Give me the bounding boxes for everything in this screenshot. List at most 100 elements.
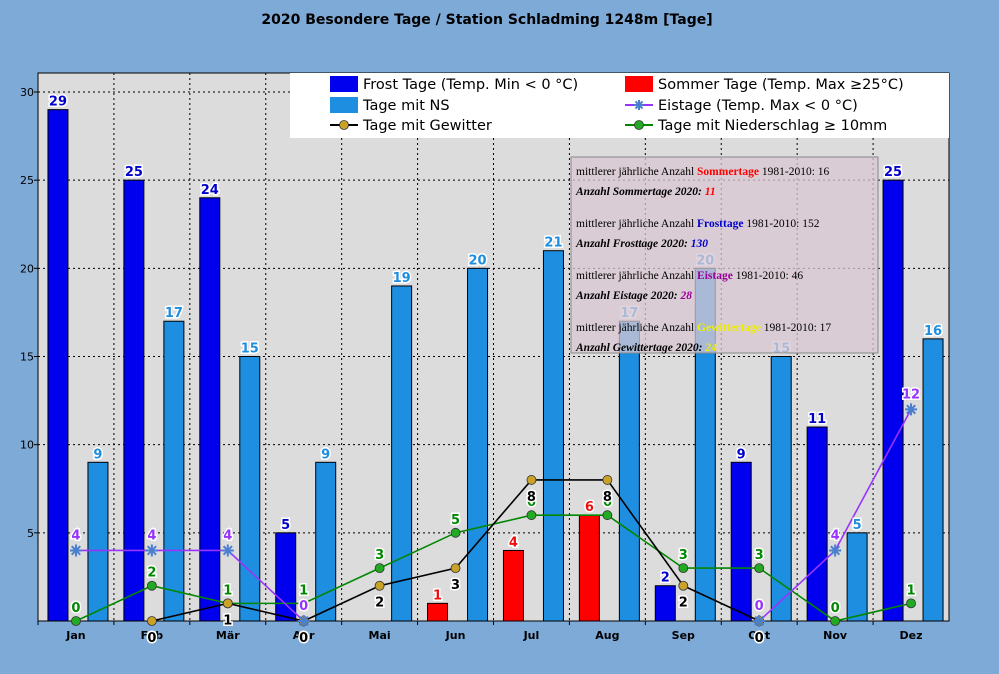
data-label: 29 (49, 95, 67, 110)
annotation-value-line: Anzahl Sommertage 2020: 11 (575, 186, 716, 198)
data-label: 15 (241, 342, 259, 357)
line-label: 12 (902, 387, 920, 402)
star-marker (297, 615, 310, 627)
circle-marker (526, 475, 537, 485)
line-label: 0 (299, 631, 308, 646)
line-label: 2 (147, 566, 156, 581)
circle-marker (678, 563, 689, 573)
y-tick-label: 10 (20, 439, 34, 452)
circle-marker (222, 598, 233, 609)
x-tick-label: Jun (445, 629, 466, 642)
bar (123, 179, 145, 622)
bar (467, 267, 489, 622)
data-label: 9 (321, 447, 330, 462)
annotation-prefix: mittlerer jährliche Anzahl (576, 166, 697, 178)
x-tick-label: Mär (216, 629, 240, 642)
data-label: 16 (924, 324, 942, 339)
data-label: 9 (93, 447, 102, 462)
legend-circle (634, 120, 644, 130)
x-tick-label: Okt (748, 629, 770, 642)
data-label: 9 (737, 447, 746, 462)
annotation-term: Frosttage (697, 218, 743, 230)
data-label: 21 (544, 236, 562, 251)
line-label: 0 (831, 601, 840, 616)
bar (87, 461, 109, 622)
circle-marker (678, 580, 689, 591)
annotation-value: 130 (691, 238, 709, 250)
annotation-background (570, 156, 879, 354)
data-label: 2 (661, 571, 670, 586)
annotation-value-line: Anzahl Frosttage 2020: 130 (575, 238, 708, 250)
line-label: 2 (375, 596, 384, 611)
line-label: 8 (603, 490, 612, 505)
annotation-term: Eistage (697, 270, 733, 282)
line-label: 0 (299, 599, 308, 614)
data-label: 20 (468, 253, 486, 268)
data-label: 6 (585, 500, 594, 515)
bar (315, 461, 337, 622)
bar (806, 426, 828, 622)
legend-star (634, 100, 644, 110)
legend-circle (339, 120, 349, 130)
annotation-value: 11 (705, 186, 716, 198)
line-label: 1 (223, 613, 232, 628)
circle-marker (602, 510, 613, 521)
y-axis: 5 10 15 20 25 30 (20, 86, 38, 540)
star-marker (221, 544, 234, 557)
x-tick-label: Feb (141, 629, 164, 642)
x-tick-label: Apr (293, 629, 315, 642)
legend-label: Frost Tage (Temp. Min < 0 °C) (363, 77, 578, 93)
line-label: 1 (299, 583, 308, 598)
annotation-suffix: 1981-2010: 17 (761, 322, 832, 334)
bar (239, 356, 261, 622)
series-line (75, 549, 305, 622)
bar (542, 250, 564, 622)
line-label: 5 (451, 513, 460, 528)
line-label: 1 (907, 583, 916, 598)
annotation-value-line: Anzahl Gewittertage 2020: 24 (575, 342, 717, 354)
data-label: 17 (165, 306, 183, 321)
bar (578, 514, 600, 622)
line-label: 4 (223, 528, 232, 543)
circle-marker (374, 580, 385, 591)
annotation-line: mittlerer jährliche Anzahl Sommertage 19… (576, 166, 830, 178)
star-marker (69, 544, 82, 557)
star-marker (829, 544, 842, 557)
legend: Frost Tage (Temp. Min < 0 °C) Sommer Tage… (290, 73, 949, 138)
star-marker (905, 403, 918, 416)
line-label: 0 (755, 631, 764, 646)
data-label: 1 (433, 588, 442, 603)
data-label: 11 (808, 412, 826, 427)
circle-marker (374, 563, 385, 573)
y-tick-label: 5 (27, 527, 34, 540)
legend-label: Tage mit Niederschlag ≥ 10mm (657, 118, 887, 134)
bar (427, 602, 449, 622)
data-label: 4 (509, 535, 518, 550)
annotation-suffix: 1981-2010: 46 (733, 270, 804, 282)
annotation-value-label: Anzahl Sommertage 2020: (575, 186, 705, 198)
line-label: 3 (375, 548, 384, 563)
line-label: 8 (527, 490, 536, 505)
annotation-line: mittlerer jährliche Anzahl Frosttage 198… (576, 218, 820, 230)
legend-label: Eistage (Temp. Max < 0 °C) (658, 98, 858, 114)
bars (47, 109, 944, 622)
lines (69, 403, 918, 627)
x-tick-label: Aug (595, 629, 619, 642)
bar (730, 461, 752, 622)
annotation-box: mittlerer jährliche Anzahl Sommertage 19… (570, 156, 879, 354)
data-label: 24 (201, 183, 219, 198)
legend-swatch (330, 76, 358, 92)
circle-marker (146, 580, 157, 591)
data-label: 19 (393, 271, 411, 286)
y-tick-label: 15 (20, 351, 34, 364)
line-label: 2 (679, 596, 688, 611)
circle-marker (602, 475, 613, 485)
annotation-value: 28 (679, 290, 692, 302)
x-axis: Jan Feb Mär Apr Mai Jun Jul Aug Sep Okt Nov Dez (37, 621, 923, 642)
data-label: 5 (853, 518, 862, 533)
bar (882, 179, 904, 622)
x-tick-label: Nov (823, 629, 848, 642)
chart-title: 2020 Besondere Tage / Station Schladming… (261, 12, 712, 28)
circle-marker (298, 598, 309, 609)
